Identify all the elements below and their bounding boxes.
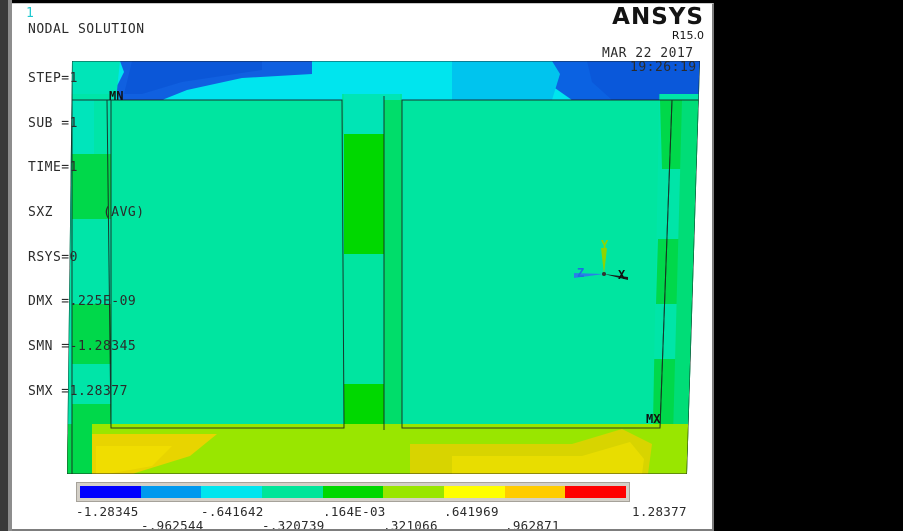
contour-plot[interactable]: MN MX — [12, 4, 712, 474]
legend-tick-0: -1.28345 — [76, 504, 139, 519]
legend-tick-6: .641969 — [444, 504, 499, 519]
coordinate-triad[interactable]: Y Z X — [560, 232, 644, 302]
legend-tick-8: 1.28377 — [632, 504, 687, 519]
axis-label-y: Y — [601, 238, 609, 252]
ansys-brand-text: ANSYS — [612, 4, 704, 30]
contour-legend[interactable]: -1.28345 -.641642 .164E-03 .641969 1.28377 -… — [12, 474, 712, 529]
axis-label-x: X — [618, 268, 626, 282]
info-line-smn: SMN =-1.28345 — [28, 339, 137, 355]
info-line-sub: SUB =1 — [28, 115, 78, 131]
window-number-label: 1 — [26, 6, 34, 21]
legend-color-bar — [76, 482, 630, 502]
info-line-dmx: DMX =.225E-09 — [28, 294, 137, 310]
legend-swatch-2 — [201, 486, 263, 498]
legend-labels-bottom-row: -.962544 -.320739 .321066 .962871 — [12, 518, 712, 531]
legend-swatch-5 — [383, 486, 445, 498]
page-title: NODAL SOLUTION — [28, 22, 145, 37]
solution-info-block: STEP=1 SUB =1 TIME=1 SXZ (AVG) RSYS=0 DM… — [28, 42, 145, 429]
axis-label-z: Z — [577, 266, 585, 280]
legend-swatch-7 — [504, 486, 566, 498]
legend-swatch-8 — [565, 486, 627, 498]
legend-tick-2: -.641642 — [201, 504, 264, 519]
window-chrome-left-inner — [8, 0, 12, 531]
window-chrome-left — [0, 0, 8, 531]
contour-plot-svg — [67, 61, 700, 474]
legend-tick-7: .962871 — [505, 518, 560, 531]
legend-tick-3: -.320739 — [262, 518, 325, 531]
legend-tick-1: -.962544 — [141, 518, 204, 531]
info-line-time: TIME=1 — [28, 160, 78, 176]
graphics-canvas[interactable]: 1 NODAL SOLUTION STEP=1 SUB =1 TIME=1 SX… — [12, 3, 714, 531]
legend-swatch-1 — [140, 486, 202, 498]
contour-fill-group — [67, 61, 700, 474]
min-marker: MN — [109, 89, 124, 103]
info-line-step: STEP=1 — [28, 70, 78, 86]
legend-tick-4: .164E-03 — [323, 504, 386, 519]
legend-labels-top-row: -1.28345 -.641642 .164E-03 .641969 1.28377 — [12, 504, 712, 520]
info-line-smx: SMX =1.28377 — [28, 383, 128, 399]
legend-swatch-6 — [444, 486, 505, 498]
date-label: MAR 22 2017 — [602, 46, 694, 61]
info-line-component: SXZ (AVG) — [28, 204, 145, 220]
info-line-rsys: RSYS=0 — [28, 249, 78, 265]
legend-swatch-4 — [322, 486, 384, 498]
max-marker: MX — [646, 412, 661, 426]
legend-tick-5: .321066 — [383, 518, 438, 531]
ansys-logo: ANSYS R15.0 — [612, 4, 704, 43]
triad-axes-icon — [574, 248, 628, 280]
ansys-release-text: R15.0 — [671, 29, 704, 42]
legend-swatch-3 — [262, 486, 323, 498]
time-label: 19:26:19 — [630, 60, 697, 75]
legend-swatch-0 — [80, 486, 141, 498]
